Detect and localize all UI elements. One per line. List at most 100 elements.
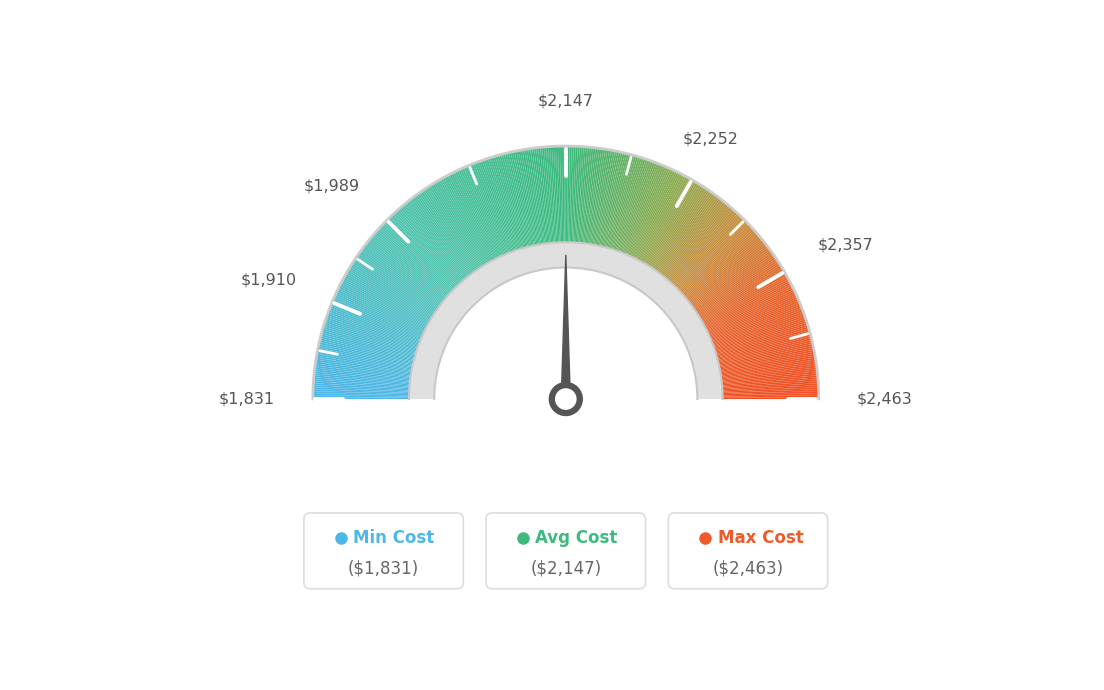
Wedge shape	[467, 166, 506, 255]
Wedge shape	[493, 156, 522, 249]
Wedge shape	[675, 216, 742, 286]
Wedge shape	[353, 260, 435, 314]
Wedge shape	[421, 191, 477, 270]
Wedge shape	[722, 369, 817, 382]
Wedge shape	[391, 215, 458, 286]
Wedge shape	[418, 192, 476, 271]
Wedge shape	[637, 174, 682, 260]
Wedge shape	[383, 223, 453, 290]
Wedge shape	[484, 159, 517, 250]
Wedge shape	[318, 348, 412, 368]
Wedge shape	[702, 275, 787, 324]
Wedge shape	[701, 272, 786, 322]
Wedge shape	[501, 154, 527, 248]
Wedge shape	[722, 383, 818, 391]
Wedge shape	[709, 295, 797, 335]
Wedge shape	[648, 184, 700, 266]
Wedge shape	[424, 188, 479, 269]
Wedge shape	[315, 371, 410, 383]
Wedge shape	[719, 346, 814, 367]
Wedge shape	[650, 186, 703, 267]
Wedge shape	[460, 168, 501, 257]
Text: $1,831: $1,831	[219, 391, 275, 406]
Wedge shape	[314, 387, 410, 393]
Wedge shape	[470, 164, 508, 254]
Wedge shape	[312, 395, 408, 398]
Wedge shape	[699, 265, 782, 317]
Wedge shape	[320, 338, 414, 362]
Text: ($2,147): ($2,147)	[530, 560, 602, 578]
Wedge shape	[332, 300, 422, 339]
Wedge shape	[395, 210, 461, 283]
Wedge shape	[667, 206, 730, 279]
Text: $2,252: $2,252	[683, 132, 739, 147]
Wedge shape	[478, 161, 512, 252]
Wedge shape	[323, 325, 416, 354]
Wedge shape	[698, 264, 781, 316]
Wedge shape	[360, 250, 439, 308]
Wedge shape	[594, 150, 613, 245]
Wedge shape	[435, 181, 486, 265]
Text: $1,989: $1,989	[304, 178, 360, 193]
Wedge shape	[314, 375, 410, 386]
Wedge shape	[417, 193, 475, 272]
Wedge shape	[325, 321, 416, 352]
Wedge shape	[692, 250, 772, 308]
Wedge shape	[669, 209, 734, 282]
Wedge shape	[611, 157, 640, 249]
Wedge shape	[718, 336, 811, 362]
Wedge shape	[389, 217, 457, 287]
Wedge shape	[318, 346, 413, 367]
Wedge shape	[530, 148, 545, 244]
Wedge shape	[406, 201, 468, 277]
Wedge shape	[629, 168, 670, 256]
Wedge shape	[335, 295, 423, 335]
Wedge shape	[328, 310, 420, 345]
Wedge shape	[712, 308, 803, 344]
Wedge shape	[575, 146, 584, 243]
Wedge shape	[609, 156, 638, 249]
Wedge shape	[608, 155, 636, 248]
Wedge shape	[722, 380, 818, 388]
Wedge shape	[379, 227, 450, 293]
Wedge shape	[567, 146, 570, 242]
Wedge shape	[312, 391, 408, 395]
Wedge shape	[722, 387, 818, 393]
Wedge shape	[702, 274, 786, 322]
Wedge shape	[604, 153, 628, 247]
Wedge shape	[316, 359, 411, 376]
Wedge shape	[342, 279, 427, 326]
Wedge shape	[707, 286, 793, 330]
Wedge shape	[689, 242, 766, 303]
Wedge shape	[647, 182, 698, 265]
Wedge shape	[369, 239, 444, 301]
Wedge shape	[327, 313, 418, 347]
Wedge shape	[704, 279, 789, 326]
Wedge shape	[652, 188, 707, 268]
Wedge shape	[645, 180, 694, 264]
Wedge shape	[552, 146, 559, 242]
Wedge shape	[361, 248, 439, 307]
Wedge shape	[315, 366, 411, 380]
Wedge shape	[636, 172, 681, 259]
Wedge shape	[331, 302, 421, 340]
Wedge shape	[646, 181, 697, 265]
Wedge shape	[705, 282, 792, 328]
Wedge shape	[550, 146, 558, 242]
Wedge shape	[721, 357, 816, 375]
Wedge shape	[546, 147, 554, 243]
Wedge shape	[615, 159, 648, 250]
Wedge shape	[606, 155, 633, 248]
Wedge shape	[315, 364, 411, 378]
Wedge shape	[573, 146, 580, 242]
Wedge shape	[317, 350, 412, 370]
Text: $2,147: $2,147	[538, 93, 594, 108]
Wedge shape	[723, 391, 819, 395]
Wedge shape	[314, 383, 410, 391]
Wedge shape	[512, 151, 534, 246]
Wedge shape	[718, 334, 810, 360]
Wedge shape	[720, 352, 815, 371]
Circle shape	[555, 389, 576, 409]
Wedge shape	[321, 334, 414, 360]
Wedge shape	[634, 171, 677, 258]
